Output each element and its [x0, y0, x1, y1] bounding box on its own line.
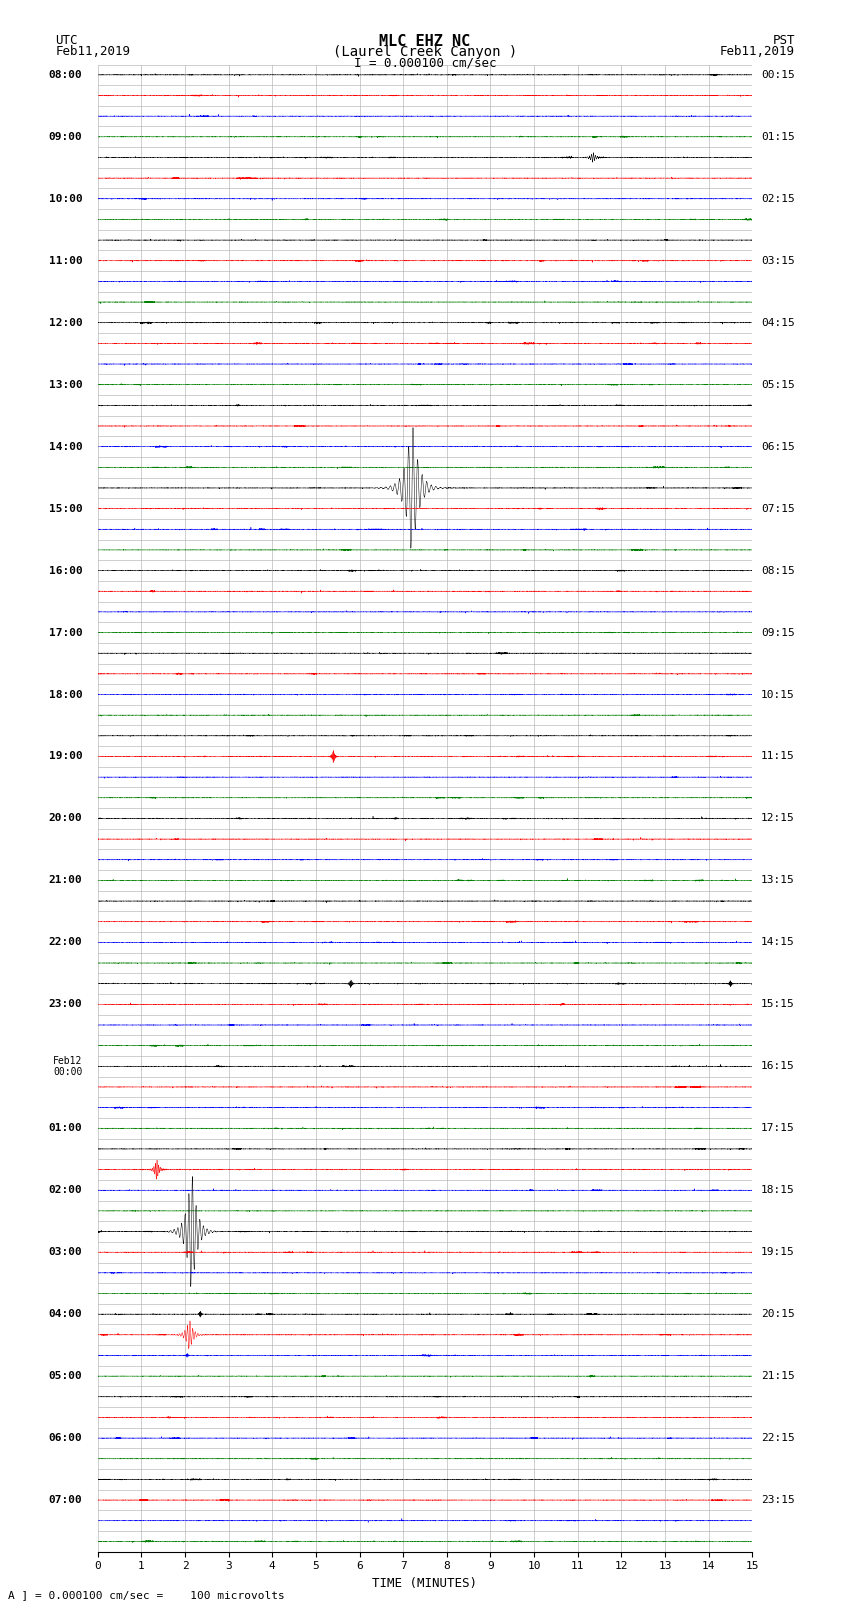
Text: 01:00: 01:00	[48, 1123, 82, 1134]
Text: Feb12
00:00: Feb12 00:00	[53, 1055, 82, 1077]
Text: 20:00: 20:00	[48, 813, 82, 824]
Text: 01:15: 01:15	[761, 132, 795, 142]
Text: 23:15: 23:15	[761, 1495, 795, 1505]
Text: 09:15: 09:15	[761, 627, 795, 637]
Text: I = 0.000100 cm/sec: I = 0.000100 cm/sec	[354, 56, 496, 69]
Text: 19:00: 19:00	[48, 752, 82, 761]
Text: 08:00: 08:00	[48, 69, 82, 81]
Text: 14:00: 14:00	[48, 442, 82, 452]
Text: 20:15: 20:15	[761, 1310, 795, 1319]
Text: 04:15: 04:15	[761, 318, 795, 327]
Text: 17:00: 17:00	[48, 627, 82, 637]
Text: MLC EHZ NC: MLC EHZ NC	[379, 34, 471, 48]
Text: 18:15: 18:15	[761, 1186, 795, 1195]
Text: 18:00: 18:00	[48, 689, 82, 700]
Text: 23:00: 23:00	[48, 1000, 82, 1010]
Text: 02:00: 02:00	[48, 1186, 82, 1195]
Text: 10:00: 10:00	[48, 194, 82, 203]
Text: 07:15: 07:15	[761, 503, 795, 513]
Text: 22:00: 22:00	[48, 937, 82, 947]
Text: 16:15: 16:15	[761, 1061, 795, 1071]
Text: 12:15: 12:15	[761, 813, 795, 824]
Text: 07:00: 07:00	[48, 1495, 82, 1505]
Text: 19:15: 19:15	[761, 1247, 795, 1257]
Text: 05:00: 05:00	[48, 1371, 82, 1381]
Text: 17:15: 17:15	[761, 1123, 795, 1134]
Text: 15:15: 15:15	[761, 1000, 795, 1010]
Text: 14:15: 14:15	[761, 937, 795, 947]
Text: 11:00: 11:00	[48, 256, 82, 266]
Text: 16:00: 16:00	[48, 566, 82, 576]
Text: 11:15: 11:15	[761, 752, 795, 761]
Text: 21:15: 21:15	[761, 1371, 795, 1381]
Text: Feb11,2019: Feb11,2019	[720, 45, 795, 58]
Text: 22:15: 22:15	[761, 1432, 795, 1444]
Text: 00:15: 00:15	[761, 69, 795, 81]
X-axis label: TIME (MINUTES): TIME (MINUTES)	[372, 1578, 478, 1590]
Text: 13:15: 13:15	[761, 876, 795, 886]
Text: 02:15: 02:15	[761, 194, 795, 203]
Text: 03:00: 03:00	[48, 1247, 82, 1257]
Text: 15:00: 15:00	[48, 503, 82, 513]
Text: Feb11,2019: Feb11,2019	[55, 45, 130, 58]
Text: 06:15: 06:15	[761, 442, 795, 452]
Text: 05:15: 05:15	[761, 379, 795, 390]
Text: 10:15: 10:15	[761, 689, 795, 700]
Text: (Laurel Creek Canyon ): (Laurel Creek Canyon )	[333, 45, 517, 60]
Text: 03:15: 03:15	[761, 256, 795, 266]
Text: PST: PST	[773, 34, 795, 47]
Text: 09:00: 09:00	[48, 132, 82, 142]
Text: A ] = 0.000100 cm/sec =    100 microvolts: A ] = 0.000100 cm/sec = 100 microvolts	[8, 1590, 286, 1600]
Text: 21:00: 21:00	[48, 876, 82, 886]
Text: 08:15: 08:15	[761, 566, 795, 576]
Text: 04:00: 04:00	[48, 1310, 82, 1319]
Text: UTC: UTC	[55, 34, 77, 47]
Text: 12:00: 12:00	[48, 318, 82, 327]
Text: 06:00: 06:00	[48, 1432, 82, 1444]
Text: 13:00: 13:00	[48, 379, 82, 390]
